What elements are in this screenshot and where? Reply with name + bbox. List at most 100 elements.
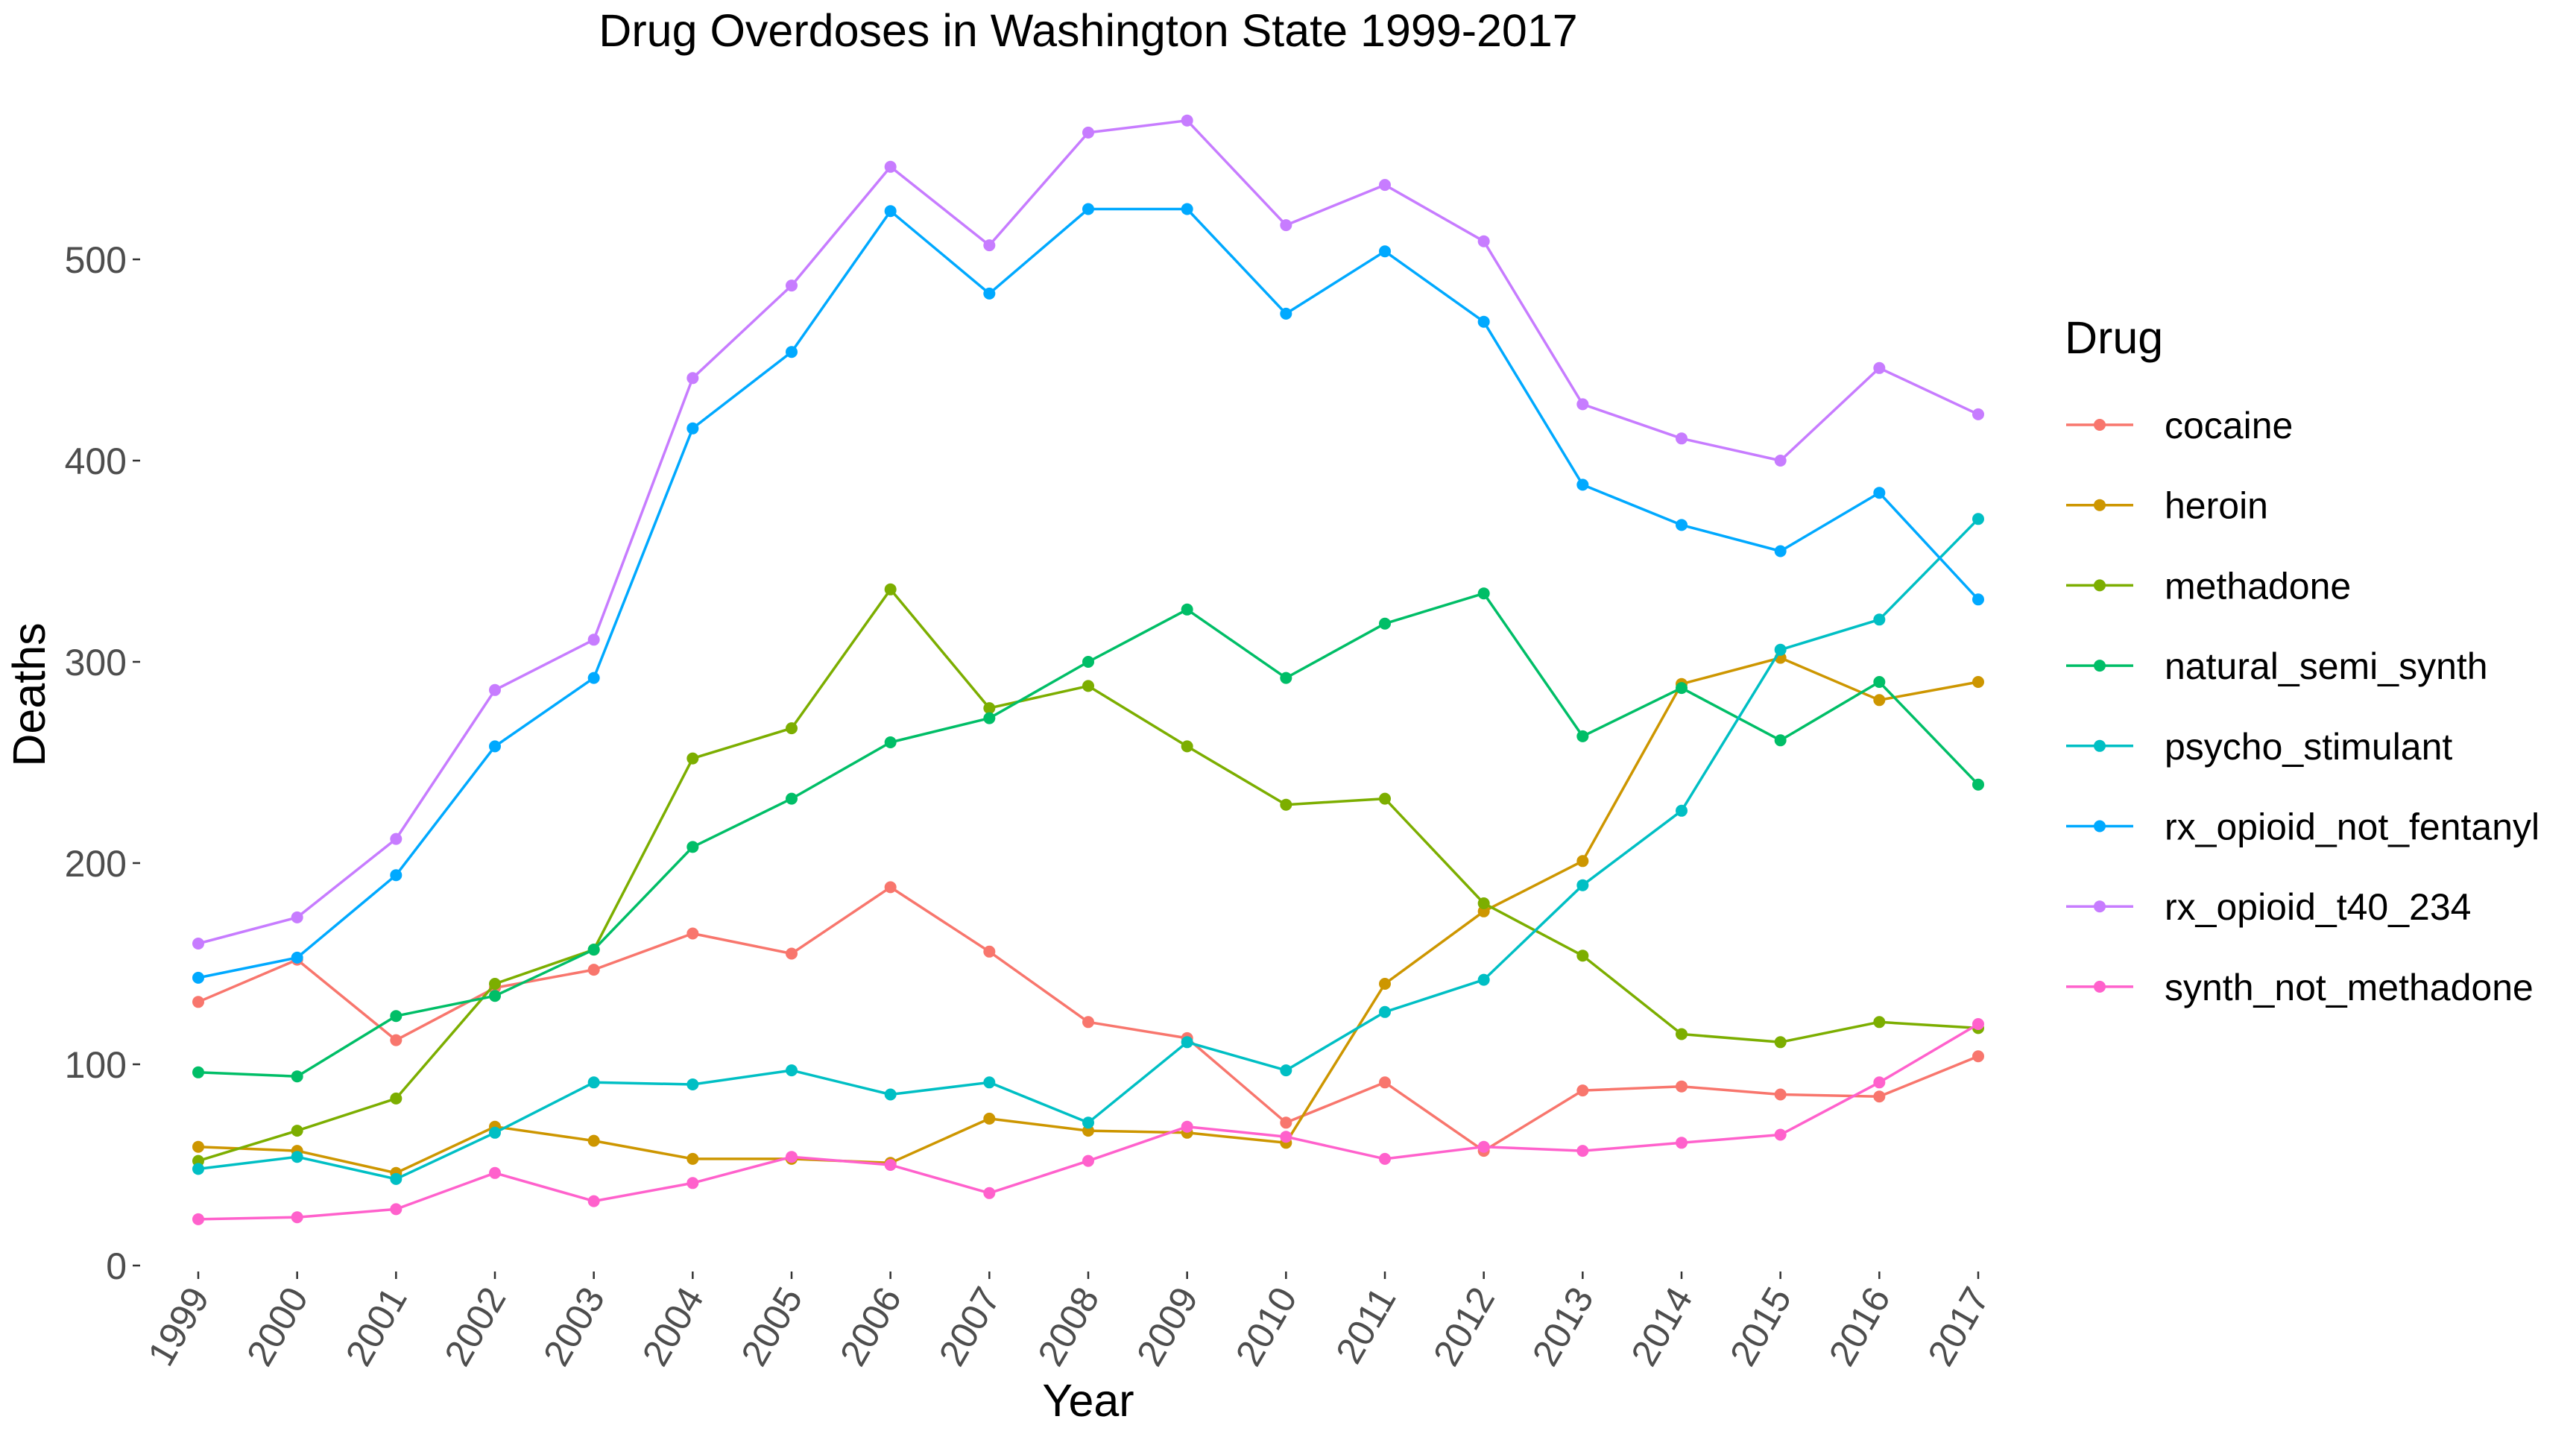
data-point [884, 881, 897, 894]
data-point [686, 372, 699, 385]
y-axis: 0 100 200 300 400 500 [65, 239, 140, 1287]
legend-label: rx_opioid_not_fentanyl [2165, 806, 2539, 848]
data-point [192, 938, 204, 950]
data-point [489, 1126, 501, 1139]
plot-area [192, 114, 1984, 1225]
data-point [390, 1092, 402, 1105]
data-point [1676, 682, 1688, 695]
data-point [587, 1134, 600, 1147]
data-point [1873, 613, 1886, 626]
data-point [1676, 1028, 1688, 1040]
data-point [1181, 1120, 1193, 1133]
x-tick-label: 2016 [1821, 1280, 1898, 1373]
data-point [1873, 487, 1886, 499]
data-point [1576, 879, 1589, 891]
legend-item-rx-opioid-t40-234: rx_opioid_t40_234 [2066, 886, 2471, 928]
data-point [1873, 676, 1886, 688]
data-point [686, 1078, 699, 1090]
x-tick-label: 2012 [1425, 1280, 1503, 1373]
legend-key-point [2094, 660, 2106, 672]
series-line [198, 207, 1980, 979]
data-point [786, 279, 798, 292]
legend-item-synth-not-methadone: synth_not_methadone [2066, 967, 2534, 1008]
data-point [983, 1112, 996, 1125]
data-point [1774, 1036, 1787, 1049]
legend-key-point [2094, 980, 2106, 993]
legend-item-rx-opioid-not-fentanyl: rx_opioid_not_fentanyl [2066, 806, 2539, 848]
data-point [1972, 593, 1984, 606]
series-psycho-stimulant [192, 513, 1984, 1185]
data-point [786, 1064, 798, 1077]
x-tick-label: 2002 [436, 1280, 514, 1373]
data-point [192, 1163, 204, 1175]
data-point [390, 1172, 402, 1185]
legend-item-psycho-stimulant: psycho_stimulant [2066, 726, 2452, 768]
data-point [884, 1159, 897, 1171]
data-point [489, 978, 501, 990]
data-point [786, 792, 798, 805]
x-tick-label: 2000 [239, 1280, 316, 1373]
legend-item-natural-semi-synth: natural_semi_synth [2066, 645, 2488, 687]
data-point [1972, 408, 1984, 420]
data-point [291, 951, 303, 964]
data-point [192, 1066, 204, 1078]
data-point [1576, 950, 1589, 962]
data-point [1873, 1090, 1886, 1103]
data-point [1774, 1088, 1787, 1101]
data-point [587, 1195, 600, 1207]
data-point [1576, 398, 1589, 411]
legend-key-point [2094, 579, 2106, 592]
legend-label: rx_opioid_t40_234 [2165, 886, 2471, 928]
data-point [786, 947, 798, 960]
data-point [390, 1010, 402, 1023]
legend-item-methadone: methadone [2066, 565, 2351, 607]
data-point [1280, 798, 1292, 811]
data-point [1873, 361, 1886, 374]
x-tick-label: 1999 [139, 1280, 217, 1373]
data-point [1676, 1080, 1688, 1093]
data-point [1181, 203, 1193, 215]
data-point [192, 996, 204, 1008]
data-point [1676, 804, 1688, 817]
data-point [192, 971, 204, 984]
legend: Drug cocaine heroin methadone natural_semi_… [2065, 312, 2539, 1008]
y-tick-label: 200 [65, 843, 127, 885]
data-point [291, 911, 303, 923]
data-point [686, 1177, 699, 1190]
x-tick-label: 2015 [1722, 1280, 1799, 1373]
legend-item-cocaine: cocaine [2066, 405, 2293, 446]
data-point [686, 752, 699, 765]
legend-label: synth_not_methadone [2165, 967, 2534, 1008]
data-point [983, 702, 996, 715]
data-point [489, 1166, 501, 1179]
x-tick-label: 2008 [1029, 1280, 1107, 1373]
legend-key-point [2094, 900, 2106, 913]
data-point [1972, 1018, 1984, 1030]
series-rx-opioid-t40-234 [192, 114, 1984, 950]
data-point [1379, 978, 1391, 990]
data-point [1774, 734, 1787, 747]
data-point [1280, 1131, 1292, 1143]
data-point [1181, 114, 1193, 127]
data-point [587, 634, 600, 646]
data-point [1181, 1036, 1193, 1049]
legend-key-point [2094, 820, 2106, 833]
legend-title: Drug [2065, 312, 2163, 363]
x-tick-label: 2007 [931, 1280, 1008, 1373]
legend-key-point [2094, 499, 2106, 511]
data-point [983, 239, 996, 252]
data-point [587, 672, 600, 684]
x-axis: 1999 2000 2001 2002 2003 2004 2005 2006 2007 2008… [139, 1272, 1998, 1373]
data-point [1972, 778, 1984, 791]
legend-key-point [2094, 739, 2106, 752]
data-point [983, 1076, 996, 1089]
data-point [1676, 519, 1688, 531]
series-cocaine [192, 881, 1984, 1157]
x-tick-label: 2001 [338, 1280, 415, 1373]
data-point [1379, 617, 1391, 630]
data-point [1082, 656, 1094, 668]
data-point [786, 722, 798, 735]
data-point [786, 1151, 798, 1163]
data-point [489, 683, 501, 696]
